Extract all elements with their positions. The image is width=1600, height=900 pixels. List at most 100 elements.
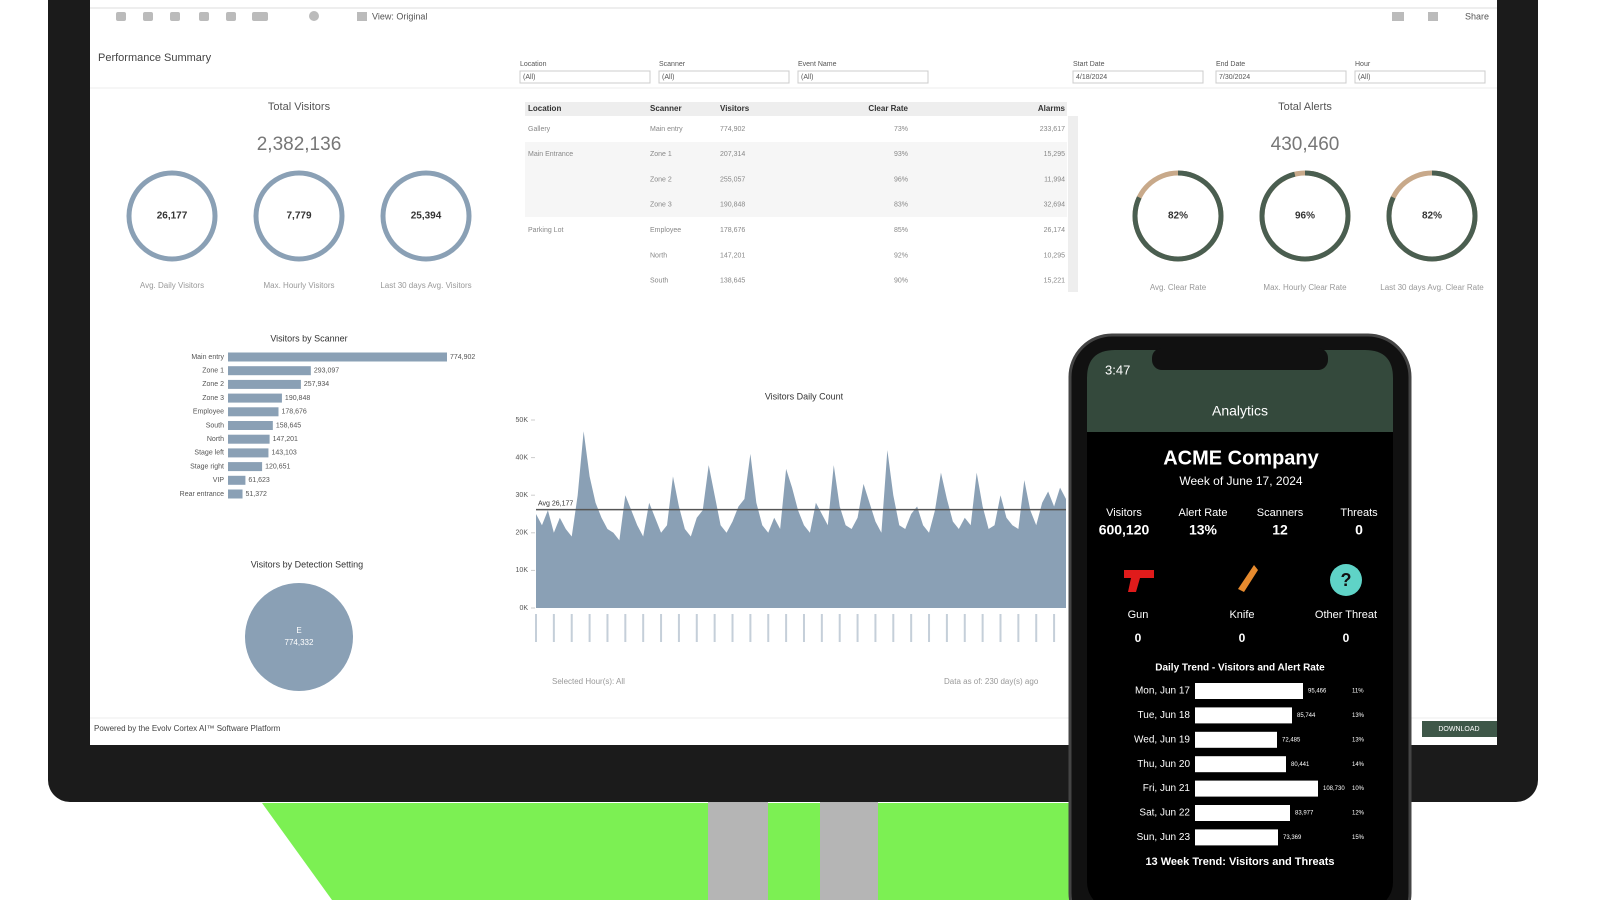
x-date-tick	[892, 614, 895, 642]
bar-value: 774,902	[450, 354, 475, 361]
x-date-tick	[695, 614, 698, 642]
day-rate: 11%	[1352, 689, 1364, 695]
bar-label: Rear entrance	[180, 491, 224, 498]
kpi-label: Max. Hourly Visitors	[264, 281, 335, 290]
bar	[228, 379, 301, 389]
filter-label: Start Date	[1073, 61, 1105, 68]
table-cell: 255,057	[720, 176, 745, 183]
kpi-label: Max. Hourly Clear Rate	[1263, 283, 1347, 292]
kpi-ring	[380, 170, 472, 262]
filter-label: End Date	[1216, 61, 1245, 68]
bar	[228, 475, 246, 485]
bar-value: 61,623	[248, 477, 270, 484]
bar-value: 158,645	[276, 422, 301, 429]
table-cell: 190,848	[720, 202, 745, 209]
day-rate: 13%	[1352, 737, 1365, 743]
table-cell: 32,694	[1044, 202, 1066, 209]
stat-label: Visitors	[1106, 507, 1142, 519]
filter-dropdown[interactable]	[658, 70, 790, 84]
kpi-arc	[1386, 170, 1478, 262]
filter-dropdown[interactable]	[1215, 70, 1347, 84]
stat-value: 0	[1355, 522, 1363, 538]
bar	[228, 352, 447, 362]
x-date-tick	[981, 614, 984, 642]
y-tick-label: 10K	[516, 567, 529, 574]
kpi-label: Last 30 days Avg. Visitors	[380, 281, 471, 290]
table-cell: Zone 2	[650, 176, 672, 183]
bar-label: South	[206, 422, 224, 429]
day-label: Mon, Jun 17	[1135, 686, 1190, 697]
table-cell: Gallery	[528, 126, 551, 133]
table-cell: 83%	[894, 202, 908, 209]
day-label: Sun, Jun 23	[1137, 832, 1191, 843]
download-button[interactable]	[1422, 721, 1497, 737]
stat-value: 600,120	[1099, 522, 1150, 538]
filter-dropdown[interactable]	[1354, 70, 1486, 84]
filter-value[interactable]: (All)	[801, 74, 813, 81]
day-bar	[1195, 707, 1292, 724]
table-cell: 10,295	[1044, 252, 1066, 259]
day-value: 95,466	[1308, 689, 1327, 695]
filter-value[interactable]: (All)	[523, 74, 535, 81]
scanner-chart-title: Visitors by Scanner	[270, 333, 347, 343]
filter-value[interactable]: (All)	[1358, 74, 1370, 81]
toolbar-icons	[116, 11, 1438, 21]
filter-value[interactable]: 7/30/2024	[1219, 74, 1250, 81]
daily-chart-title: Visitors Daily Count	[765, 391, 844, 401]
day-value: 83,977	[1295, 811, 1314, 817]
bar-label: Employee	[193, 409, 224, 416]
share-button[interactable]: Share	[1465, 11, 1489, 21]
day-label: Sat, Jun 22	[1139, 808, 1190, 819]
dashboard-title: Performance Summary	[98, 52, 212, 64]
filter-value[interactable]: 4/18/2024	[1076, 74, 1107, 81]
daily-note: Selected Hour(s): All	[552, 677, 625, 686]
kpi-ring	[253, 170, 345, 262]
y-tick-label: 30K	[516, 492, 529, 499]
kpi-value: 82%	[1168, 211, 1188, 222]
kpi-arc	[1132, 170, 1224, 262]
x-date-tick	[731, 614, 734, 642]
pie-value: 774,332	[285, 638, 314, 647]
table-header-bg	[525, 102, 1067, 116]
day-rate: 10%	[1352, 786, 1365, 792]
x-date-tick	[624, 614, 627, 642]
day-value: 72,485	[1282, 737, 1301, 743]
day-bar	[1195, 756, 1286, 773]
threat-label: Other Threat	[1315, 609, 1377, 621]
alerts-title: Total Alerts	[1278, 101, 1332, 113]
filter-dropdown[interactable]	[797, 70, 929, 84]
stand-right	[820, 795, 878, 900]
knife-icon	[1238, 565, 1258, 592]
table-cell: Zone 1	[650, 151, 672, 158]
table-cell: Main entry	[650, 126, 683, 133]
bar-label: Main entry	[191, 354, 224, 361]
filter-dropdown[interactable]	[519, 70, 651, 84]
phone-header	[1087, 350, 1393, 432]
view-button[interactable]: View: Original	[372, 11, 427, 21]
stand-left	[708, 795, 768, 900]
table-cell: 11,994	[1044, 176, 1065, 183]
day-rate: 15%	[1352, 835, 1365, 841]
download-label[interactable]: DOWNLOAD	[1438, 726, 1479, 733]
day-bar	[1195, 805, 1290, 821]
kpi-label: Avg. Clear Rate	[1150, 283, 1207, 292]
stat-value: 13%	[1189, 522, 1218, 538]
filter-dropdown[interactable]	[1072, 70, 1204, 84]
daily-trend-title: Daily Trend - Visitors and Alert Rate	[1155, 663, 1325, 674]
x-date-tick	[767, 614, 770, 642]
day-label: Thu, Jun 20	[1137, 759, 1190, 770]
day-bar	[1195, 731, 1277, 748]
day-value: 85,744	[1297, 713, 1316, 719]
stat-value: 12	[1272, 522, 1288, 538]
daily-note: Data as of: 230 day(s) ago	[944, 677, 1039, 686]
filter-value[interactable]: (All)	[662, 74, 674, 81]
y-tick-label: 40K	[516, 454, 529, 461]
area	[536, 431, 1066, 608]
filter-label: Location	[520, 61, 547, 68]
table-header: Location	[528, 104, 561, 113]
green-backdrop	[262, 803, 1075, 900]
day-label: Tue, Jun 18	[1138, 710, 1191, 721]
table-cell: 73%	[894, 126, 908, 133]
bar-value: 178,676	[281, 409, 306, 416]
bar-label: Zone 3	[202, 395, 224, 402]
